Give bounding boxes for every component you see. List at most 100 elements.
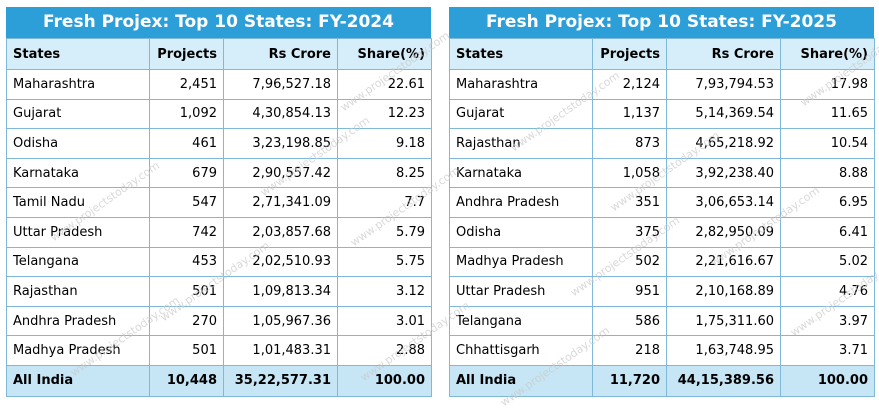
total-row: All India 10,448 35,22,577.31 100.00 (6, 364, 432, 397)
share-cell: 4.76 (780, 276, 875, 307)
projects-cell: 547 (149, 187, 224, 218)
share-cell: 8.25 (337, 157, 432, 189)
state-cell: Karnataka (6, 157, 150, 189)
rs-crore-cell: 4,65,218.92 (666, 128, 781, 159)
table-row: Uttar Pradesh 742 2,03,857.68 5.79 (6, 216, 432, 248)
projects-cell: 461 (149, 128, 224, 159)
state-cell: Maharashtra (6, 69, 150, 100)
projects-cell: 11,720 (592, 364, 667, 397)
header-row: States Projects Rs Crore Share(%) (6, 38, 432, 70)
table-row: Tamil Nadu 547 2,71,341.09 7.7 (6, 187, 432, 218)
header-share: Share(%) (780, 38, 875, 70)
rs-crore-cell: 2,82,950.09 (666, 216, 781, 248)
projects-cell: 501 (149, 276, 224, 307)
rs-crore-cell: 44,15,389.56 (666, 364, 781, 397)
rs-crore-cell: 3,92,238.40 (666, 157, 781, 189)
rs-crore-cell: 3,06,653.14 (666, 187, 781, 218)
projects-cell: 351 (592, 187, 667, 218)
table-row: Gujarat 1,092 4,30,854.13 12.23 (6, 98, 432, 130)
header-states: States (449, 38, 593, 70)
rs-crore-cell: 1,75,311.60 (666, 305, 781, 337)
rs-crore-cell: 2,71,341.09 (223, 187, 338, 218)
projects-cell: 1,058 (592, 157, 667, 189)
state-cell: Rajasthan (449, 128, 593, 159)
table-row: Rajasthan 873 4,65,218.92 10.54 (449, 128, 875, 159)
rs-crore-cell: 7,93,794.53 (666, 69, 781, 100)
table-row: Telangana 586 1,75,311.60 3.97 (449, 305, 875, 337)
header-rs-crore: Rs Crore (666, 38, 781, 70)
rs-crore-cell: 1,63,748.95 (666, 335, 781, 366)
projects-cell: 375 (592, 216, 667, 248)
rs-crore-cell: 7,96,527.18 (223, 69, 338, 100)
projects-cell: 742 (149, 216, 224, 248)
share-cell: 10.54 (780, 128, 875, 159)
projects-cell: 2,451 (149, 69, 224, 100)
state-cell: Karnataka (449, 157, 593, 189)
projects-cell: 586 (592, 305, 667, 337)
state-cell: Uttar Pradesh (6, 216, 150, 248)
state-cell: Odisha (449, 216, 593, 248)
rs-crore-cell: 5,14,369.54 (666, 98, 781, 130)
rs-crore-cell: 3,23,198.85 (223, 128, 338, 159)
rs-crore-cell: 1,05,967.36 (223, 305, 338, 337)
share-cell: 100.00 (780, 364, 875, 397)
table-row: Odisha 461 3,23,198.85 9.18 (6, 128, 432, 159)
state-cell: Rajasthan (6, 276, 150, 307)
table-row: Maharashtra 2,451 7,96,527.18 22.61 (6, 69, 432, 100)
table-row: Madhya Pradesh 502 2,21,616.67 5.02 (449, 246, 875, 278)
table-row: Telangana 453 2,02,510.93 5.75 (6, 246, 432, 278)
share-cell: 5.75 (337, 246, 432, 278)
table-row: Karnataka 679 2,90,557.42 8.25 (6, 157, 432, 189)
share-cell: 3.01 (337, 305, 432, 337)
table-row: Rajasthan 501 1,09,813.34 3.12 (6, 276, 432, 307)
table-row: Uttar Pradesh 951 2,10,168.89 4.76 (449, 276, 875, 307)
state-cell: Telangana (6, 246, 150, 278)
state-cell: Tamil Nadu (6, 187, 150, 218)
state-cell: All India (449, 364, 593, 397)
rs-crore-cell: 35,22,577.31 (223, 364, 338, 397)
share-cell: 9.18 (337, 128, 432, 159)
share-cell: 8.88 (780, 157, 875, 189)
state-cell: Madhya Pradesh (449, 246, 593, 278)
projects-cell: 10,448 (149, 364, 224, 397)
projects-cell: 679 (149, 157, 224, 189)
share-cell: 5.79 (337, 216, 432, 248)
state-cell: All India (6, 364, 150, 397)
share-cell: 12.23 (337, 98, 432, 130)
table-row: Chhattisgarh 218 1,63,748.95 3.71 (449, 335, 875, 366)
state-cell: Andhra Pradesh (6, 305, 150, 337)
table-row: Madhya Pradesh 501 1,01,483.31 2.88 (6, 335, 432, 366)
panel-title: Fresh Projex: Top 10 States: FY-2025 (449, 7, 874, 38)
state-cell: Chhattisgarh (449, 335, 593, 366)
rs-crore-cell: 1,09,813.34 (223, 276, 338, 307)
state-cell: Andhra Pradesh (449, 187, 593, 218)
header-rs-crore: Rs Crore (223, 38, 338, 70)
share-cell: 2.88 (337, 335, 432, 366)
state-cell: Telangana (449, 305, 593, 337)
rs-crore-cell: 2,21,616.67 (666, 246, 781, 278)
rs-crore-cell: 2,90,557.42 (223, 157, 338, 189)
state-cell: Uttar Pradesh (449, 276, 593, 307)
share-cell: 5.02 (780, 246, 875, 278)
share-cell: 17.98 (780, 69, 875, 100)
share-cell: 22.61 (337, 69, 432, 100)
share-cell: 7.7 (337, 187, 432, 218)
projects-cell: 218 (592, 335, 667, 366)
panel-title: Fresh Projex: Top 10 States: FY-2024 (6, 7, 431, 38)
projects-cell: 270 (149, 305, 224, 337)
projects-cell: 873 (592, 128, 667, 159)
header-states: States (6, 38, 150, 70)
state-cell: Madhya Pradesh (6, 335, 150, 366)
table-row: Gujarat 1,137 5,14,369.54 11.65 (449, 98, 875, 130)
table-panel-fy2024: Fresh Projex: Top 10 States: FY-2024 Sta… (6, 7, 432, 397)
projects-cell: 501 (149, 335, 224, 366)
share-cell: 3.71 (780, 335, 875, 366)
table-row: Andhra Pradesh 270 1,05,967.36 3.01 (6, 305, 432, 337)
header-row: States Projects Rs Crore Share(%) (449, 38, 875, 70)
table-row: Karnataka 1,058 3,92,238.40 8.88 (449, 157, 875, 189)
share-cell: 6.95 (780, 187, 875, 218)
rs-crore-cell: 4,30,854.13 (223, 98, 338, 130)
state-cell: Gujarat (6, 98, 150, 130)
share-cell: 3.97 (780, 305, 875, 337)
projects-cell: 502 (592, 246, 667, 278)
